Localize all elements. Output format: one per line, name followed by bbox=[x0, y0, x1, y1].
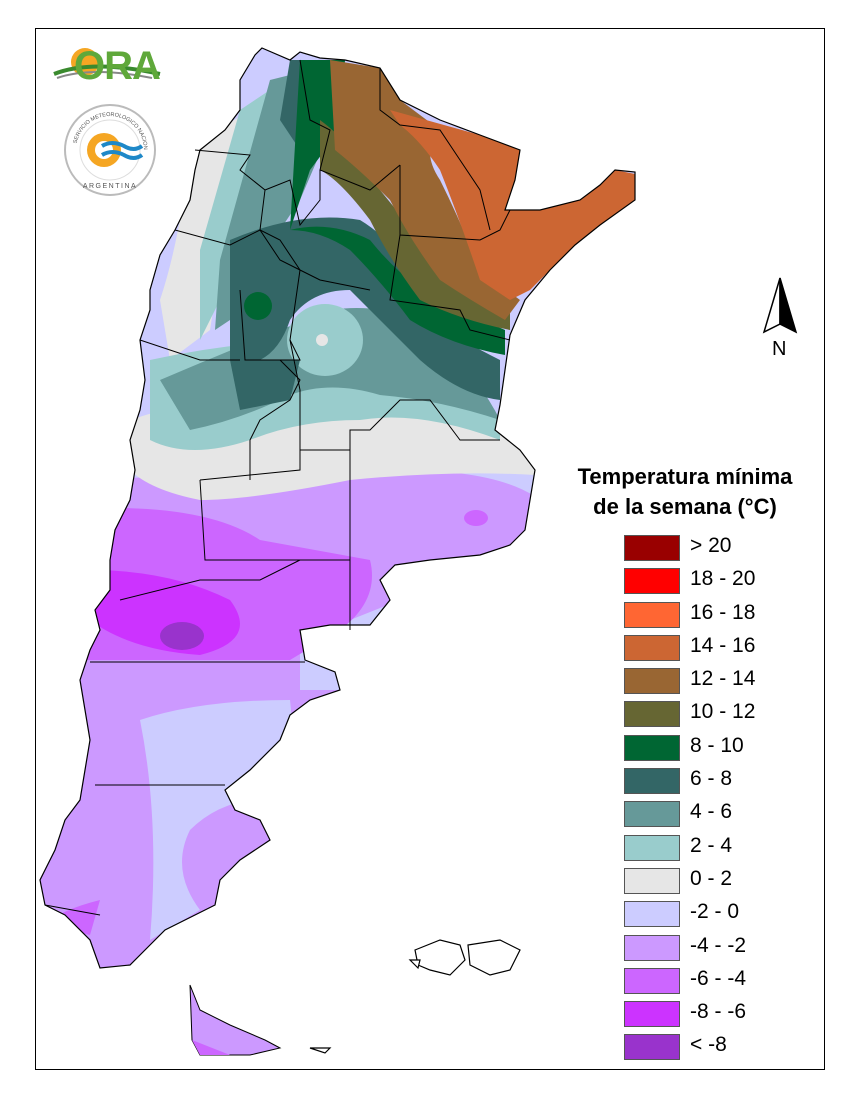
legend-swatch bbox=[624, 734, 680, 761]
legend-label: 8 - 10 bbox=[690, 733, 744, 757]
legend-title-line2: de la semana (°C) bbox=[593, 494, 777, 519]
map-frame bbox=[35, 28, 825, 1070]
legend-label: > 20 bbox=[690, 534, 732, 557]
legend-label: < -8 bbox=[690, 1033, 727, 1057]
legend-label: 14 - 16 bbox=[690, 633, 756, 657]
legend-swatch bbox=[624, 568, 680, 595]
legend-swatch bbox=[624, 967, 680, 994]
ora-logo: ORA bbox=[52, 44, 162, 94]
north-label: N bbox=[772, 338, 787, 360]
legend-swatch bbox=[624, 634, 680, 661]
legend-label: -2 - 0 bbox=[690, 900, 740, 924]
legend-swatch bbox=[624, 901, 680, 928]
smn-seal: SERVICIO METEOROLOGICO NACIONAL ARGENTIN… bbox=[60, 98, 158, 198]
legend-swatch bbox=[624, 834, 680, 861]
legend-swatch bbox=[624, 701, 680, 728]
legend-label: -8 - -6 bbox=[690, 1000, 747, 1024]
legend-label: -4 - -2 bbox=[690, 933, 747, 957]
legend-label: -6 - -4 bbox=[690, 966, 747, 990]
legend-swatch bbox=[624, 768, 680, 795]
legend-swatch bbox=[624, 867, 680, 894]
legend-swatch bbox=[624, 601, 680, 628]
malvinas-islands bbox=[309, 939, 521, 1054]
legend-swatch bbox=[624, 934, 680, 961]
legend-label: 2 - 4 bbox=[690, 833, 733, 857]
tierra-del-fuego bbox=[189, 984, 282, 1056]
province-borders bbox=[39, 47, 636, 969]
legend-label: 0 - 2 bbox=[690, 866, 733, 890]
legend-label: 18 - 20 bbox=[690, 567, 756, 591]
legend-swatch bbox=[624, 1034, 680, 1061]
legend-label: 6 - 8 bbox=[690, 767, 733, 791]
legend-swatch bbox=[624, 668, 680, 695]
seal-bottom-text: ARGENTINA bbox=[83, 183, 137, 190]
legend-label: 16 - 18 bbox=[690, 600, 756, 624]
legend-label: 12 - 14 bbox=[690, 667, 756, 691]
legend-label: 10 - 12 bbox=[690, 700, 756, 724]
north-arrow-icon bbox=[762, 277, 798, 334]
ora-logo-text: ORA bbox=[74, 44, 161, 88]
legend-title-line1: Temperatura mínima bbox=[577, 464, 793, 489]
legend-title: Temperatura mínima de la semana (°C) bbox=[540, 462, 830, 522]
legend-swatch bbox=[624, 1001, 680, 1028]
legend-swatch bbox=[624, 535, 680, 561]
legend-label: 4 - 6 bbox=[690, 800, 733, 824]
legend-swatch bbox=[624, 801, 680, 828]
